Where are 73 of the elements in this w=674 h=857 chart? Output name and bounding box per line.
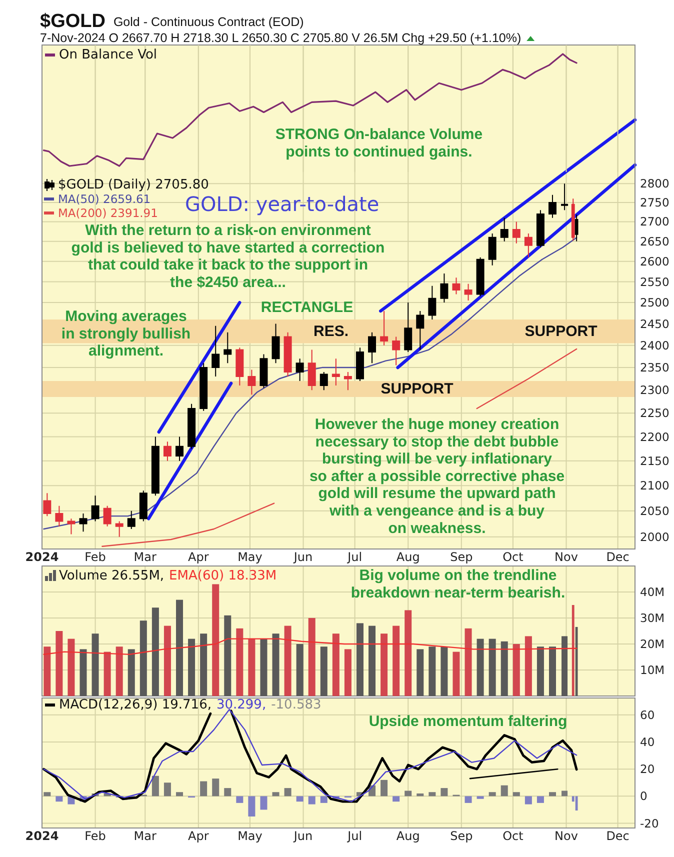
- y-tick-label: 2450: [640, 316, 670, 331]
- x-tick-label: Oct: [502, 829, 524, 843]
- annotation: However the huge money creation necessary to stop the debt bubble bursting will be very inflationary so after a possible corrective phase gold will resume the upward path with a vengeance and is a buy on weakness.: [309, 416, 565, 537]
- y-tick-label: 2600: [640, 254, 670, 268]
- y-tick-label: 20M: [640, 637, 665, 651]
- legend-label: MA(200) 2391.91: [58, 206, 158, 220]
- y-tick-label: 2400: [640, 338, 670, 352]
- x-tick-label: Apr: [188, 550, 209, 564]
- y-tick-label: 2800: [640, 176, 670, 191]
- x-tick-label: Aug: [396, 829, 420, 843]
- y-tick-label: 2350: [640, 360, 670, 375]
- x-tick-label: 2024: [25, 550, 59, 564]
- x-tick-label: Feb: [84, 829, 106, 843]
- y-tick-label: 2200: [640, 430, 670, 444]
- annotation: Moving averages in strongly bullish alignment.: [61, 308, 191, 360]
- y-tick-label: 20: [640, 762, 655, 776]
- x-tick-label: Jul: [346, 829, 362, 843]
- annotation: SUPPORT: [524, 323, 598, 340]
- y-tick-label: 60: [640, 708, 655, 722]
- y-tick-label: 2300: [640, 383, 670, 398]
- annotation: STRONG On-balance Volume points to continued gains.: [275, 126, 483, 160]
- y-tick-label: 2100: [640, 478, 670, 493]
- y-tick-label: 2250: [640, 406, 670, 420]
- x-tick-label: Jun: [292, 550, 313, 564]
- x-tick-label: Oct: [502, 550, 524, 564]
- x-tick-label: 2024: [25, 829, 59, 843]
- legend-label: MACD(12,26,9) 19.716,: [59, 698, 212, 712]
- annotation: Upside momentum faltering: [368, 713, 568, 730]
- legend-label: $GOLD (Daily) 2705.80: [58, 178, 209, 192]
- y-tick-label: 30M: [640, 611, 665, 625]
- chart-subtitle: Gold - Continuous Contract (EOD): [113, 15, 304, 29]
- x-tick-label: Nov: [554, 829, 578, 843]
- series-label: 30.299,: [216, 698, 266, 712]
- y-tick-label: 2050: [640, 504, 670, 518]
- x-tick-label: Apr: [188, 829, 209, 843]
- annotation: RECTANGLE: [260, 299, 354, 316]
- y-tick-label: 2500: [640, 296, 670, 310]
- x-tick-label: Mar: [134, 829, 157, 843]
- band-label: RES.: [313, 322, 349, 340]
- y-tick-label: 2150: [640, 454, 670, 468]
- x-tick-label: Dec: [606, 550, 630, 564]
- annotation: With the return to a risk-on environment gold is believed to have started a correction that could take it back to the support in the $2450 area...: [71, 222, 385, 291]
- y-tick-label: 2700: [640, 214, 670, 229]
- y-tick-label: -20: [640, 816, 659, 830]
- x-tick-label: Sep: [450, 550, 473, 564]
- x-tick-label: Jul: [346, 550, 362, 564]
- x-tick-label: Mar: [134, 550, 157, 564]
- y-tick-label: 2550: [640, 274, 670, 289]
- annotation: Big volume on the trendline breakdown near-term bearish.: [350, 567, 566, 602]
- text: -10.583: [271, 698, 322, 712]
- band-label: SUPPORT: [380, 380, 454, 398]
- text: GOLD: year-to-date: [185, 192, 380, 216]
- y-tick-label: 10M: [640, 663, 665, 677]
- chart-title: $GOLD: [40, 11, 106, 32]
- y-tick-label: 2000: [640, 530, 670, 544]
- x-tick-label: Sep: [450, 829, 473, 843]
- legend-label: MA(50) 2659.61: [58, 192, 151, 206]
- x-tick-label: Jun: [292, 829, 313, 843]
- x-tick-label: Feb: [84, 550, 106, 564]
- legend-label: Volume 26.55M,: [59, 568, 164, 584]
- y-tick-label: 2750: [640, 195, 670, 210]
- y-tick-label: 40: [640, 735, 655, 750]
- legend-label: On Balance Vol: [59, 48, 158, 62]
- text: 7-Nov-2024 O 2667.70 H 2718.30 L 2650.30 C 2705.80 V 26.5M Chg +29.50 (+1.10%): [40, 31, 522, 45]
- x-tick-label: Nov: [554, 550, 578, 564]
- x-tick-label: May: [238, 550, 262, 564]
- y-tick-label: 0: [640, 789, 648, 804]
- y-tick-label: 2650: [640, 234, 670, 248]
- x-tick-label: Aug: [396, 550, 420, 564]
- x-tick-label: May: [238, 829, 262, 843]
- x-tick-label: Dec: [606, 829, 630, 843]
- y-tick-label: 40M: [640, 585, 665, 599]
- text: EMA(60) 18.33M: [169, 568, 277, 584]
